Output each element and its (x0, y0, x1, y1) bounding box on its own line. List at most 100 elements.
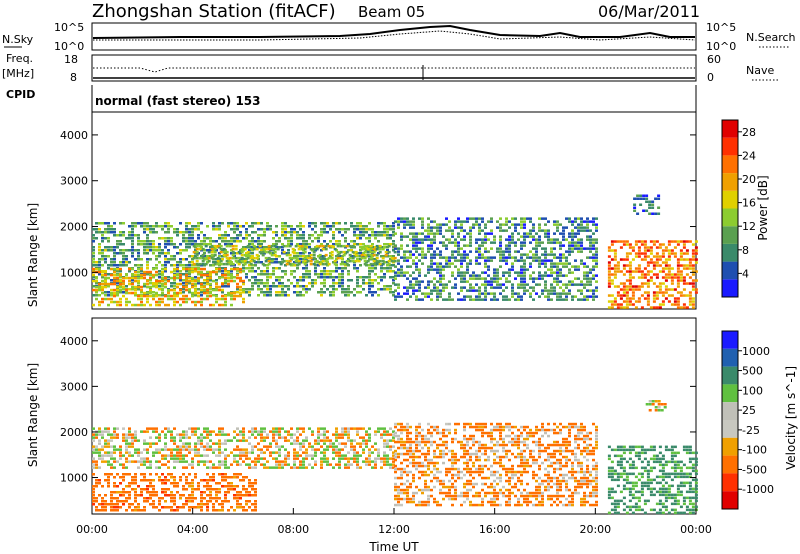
echo-cell (197, 442, 200, 445)
echo-cell (433, 455, 436, 459)
echo-cell (116, 491, 119, 494)
echo-cell (460, 280, 463, 283)
echo-cell (553, 280, 556, 283)
echo-cell (523, 217, 526, 220)
echo-cell (454, 238, 457, 241)
echo-cell (544, 271, 547, 274)
echo-cell (224, 439, 227, 442)
echo-cell (137, 460, 140, 463)
echo-cell (625, 270, 629, 273)
echo-cell (463, 280, 466, 283)
echo-cell (119, 249, 122, 252)
echo-cell (122, 494, 125, 497)
echo-cell (182, 503, 185, 506)
echo-cell (101, 264, 104, 267)
echo-cell (646, 255, 650, 258)
echo-cell (227, 282, 230, 286)
echo-cell (266, 264, 269, 267)
echo-cell (439, 229, 442, 232)
echo-cell (266, 285, 269, 288)
echo-cell (206, 270, 209, 274)
echo-cell (394, 298, 397, 301)
echo-cell (320, 249, 323, 252)
echo-cell (409, 250, 412, 253)
echo-cell (122, 249, 125, 252)
echo-cell (430, 434, 433, 438)
echo-cell (248, 430, 251, 433)
echo-cell (227, 273, 230, 277)
echo-cell (691, 255, 695, 258)
echo-cell (131, 273, 134, 277)
echo-cell (628, 300, 632, 303)
echo-cell (239, 294, 242, 298)
echo-cell (657, 194, 661, 197)
echo-cell (261, 262, 265, 266)
echo-cell (592, 256, 595, 259)
echo-cell (392, 436, 395, 439)
echo-cell (381, 256, 385, 260)
echo-cell (237, 262, 241, 266)
echo-cell (176, 491, 179, 494)
echo-cell (116, 497, 119, 500)
echo-cell (291, 256, 295, 260)
echo-cell (167, 240, 170, 243)
echo-cell (92, 234, 95, 237)
echo-cell (321, 256, 325, 260)
echo-cell (448, 298, 451, 301)
echo-cell (344, 457, 347, 460)
echo-cell (320, 282, 323, 285)
echo-cell (329, 445, 332, 448)
echo-cell (173, 258, 176, 261)
echo-cell (254, 460, 257, 463)
echo-cell (206, 249, 209, 252)
echo-cell (212, 294, 215, 297)
echo-cell (332, 222, 335, 225)
echo-cell (200, 442, 203, 445)
echo-cell (652, 297, 656, 300)
echo-cell (185, 243, 188, 246)
echo-cell (149, 246, 152, 249)
echo-cell (469, 250, 472, 253)
echo-cell (374, 234, 377, 237)
echo-cell (116, 460, 119, 463)
echo-cell (98, 451, 101, 454)
echo-cell (394, 455, 397, 459)
echo-cell (424, 503, 427, 507)
echo-cell (218, 430, 221, 433)
echo-cell (472, 226, 475, 229)
echo-cell (369, 256, 373, 260)
echo-cell (362, 442, 365, 445)
power-colorbar-tick: 4 (742, 267, 749, 280)
echo-cell (212, 497, 215, 500)
echo-cell (155, 273, 158, 277)
echo-cell (392, 439, 395, 442)
echo-cell (359, 454, 362, 457)
echo-cell (538, 223, 541, 226)
echo-cell (375, 259, 379, 263)
echo-cell (326, 270, 329, 273)
echo-cell (330, 250, 334, 254)
echo-cell (299, 460, 302, 463)
echo-cell (520, 280, 523, 283)
echo-cell (191, 264, 194, 267)
echo-cell (394, 488, 397, 492)
echo-cell (658, 255, 662, 258)
echo-cell (667, 273, 671, 276)
echo-cell (119, 231, 122, 234)
echo-cell (359, 243, 362, 246)
echo-cell (607, 249, 611, 252)
echo-cell (260, 228, 263, 231)
echo-cell (299, 433, 302, 436)
echo-cell (116, 252, 119, 255)
echo-cell (242, 448, 245, 451)
echo-cell (535, 238, 538, 241)
echo-cell (397, 247, 400, 250)
echo-cell (362, 252, 365, 255)
echo-cell (499, 253, 502, 256)
echo-cell (206, 276, 209, 280)
echo-cell (182, 279, 185, 282)
echo-cell (586, 277, 589, 280)
echo-cell (631, 303, 635, 306)
echo-cell (182, 506, 185, 509)
echo-cell (152, 491, 155, 494)
